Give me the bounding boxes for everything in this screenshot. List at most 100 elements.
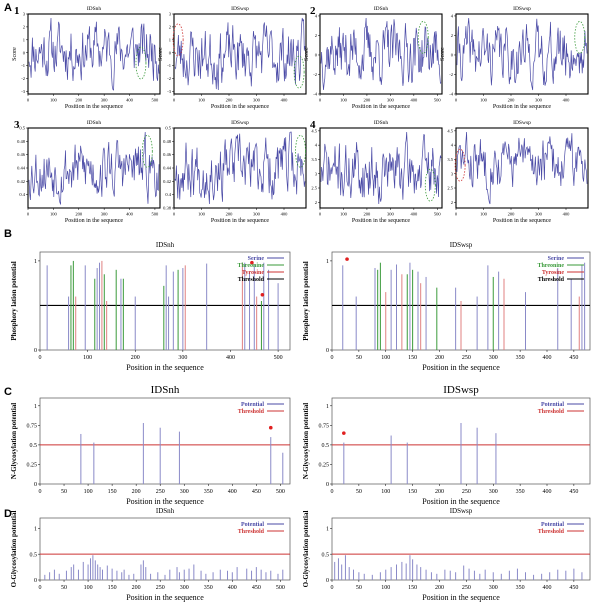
x-axis-label: Position in the sequence xyxy=(493,104,551,110)
highlight-ellipse xyxy=(293,55,305,89)
y-tick-label: 0 xyxy=(451,53,454,58)
panel-label-a: A xyxy=(4,2,12,14)
y-tick-label: 2.5 xyxy=(311,186,317,191)
chart-title: IDSnh xyxy=(156,241,175,249)
x-tick-label: 50 xyxy=(356,585,362,591)
x-tick-label: 350 xyxy=(516,489,525,495)
chart-title: IDSnh xyxy=(151,384,180,396)
chart-title: IDSwsp xyxy=(513,6,531,12)
chart-a3-idsnh: IDSnh 3 0.4 0.42 0.44 0.46 0.48 0.5 0 100 200 300 40… xyxy=(14,119,161,224)
y-tick-label: -2 xyxy=(167,76,171,81)
legend-label: Potential xyxy=(541,522,564,528)
x-axis-label: Position in the sequence xyxy=(211,218,269,224)
x-tick-label: 100 xyxy=(381,355,390,361)
legend-label: Threshold xyxy=(538,409,565,415)
x-tick-label: 500 xyxy=(276,489,285,495)
legend-label: Threonine xyxy=(237,263,264,269)
x-tick-label: 300 xyxy=(180,585,189,591)
chart-c-idswsp: IDSwsp 0 0.25 0.5 0.75 1 0 50 100 150 200 250 300 350… xyxy=(302,384,591,506)
x-tick-label: 150 xyxy=(408,489,417,495)
x-tick-label: 150 xyxy=(408,585,417,591)
subplot-number: 2 xyxy=(310,5,316,17)
y-tick-label: 3 xyxy=(23,12,26,17)
y-tick-label: -2 xyxy=(313,72,317,77)
legend-label: Serine xyxy=(248,256,265,262)
x-tick-label: 400 xyxy=(228,585,237,591)
site-marker xyxy=(268,425,273,430)
y-tick-label: 2 xyxy=(169,24,171,29)
x-axis-label: Position in the sequence xyxy=(211,104,269,110)
chart-d-idswsp: IDSwsp 0 0.5 1 0 50 100 150 200 250 300 350 400 450 Po… xyxy=(302,507,591,602)
x-tick-label: 250 xyxy=(156,585,165,591)
x-tick-label: 400 xyxy=(228,489,237,495)
x-tick-label: 200 xyxy=(435,585,444,591)
x-tick-label: 400 xyxy=(281,98,289,103)
site-marker xyxy=(250,260,254,265)
y-axis-label: Score xyxy=(440,47,446,61)
chart-a1-idswsp: IDSwsp -3 -2 -1 0 1 2 3 0 100 200 300 400 Position in… xyxy=(158,6,307,110)
x-axis-label: Position in the sequence xyxy=(352,104,410,110)
y-tick-label: 0.5 xyxy=(30,443,38,449)
y-tick-label: 1 xyxy=(23,37,25,42)
y-axis-label: N-Glycosylation potential xyxy=(302,403,310,479)
x-tick-label: 300 xyxy=(178,355,187,361)
x-tick-label: 0 xyxy=(39,489,42,495)
legend-label: Potential xyxy=(241,522,264,528)
y-tick-label: 1 xyxy=(326,404,329,410)
chart-b-idswsp: IDSwsp 0 1 0 50 100 150 200 250 300 350 400 450 Posit… xyxy=(302,241,591,372)
y-tick-label: 0.44 xyxy=(163,166,172,171)
chart-title: IDSwsp xyxy=(231,6,249,12)
x-tick-label: 500 xyxy=(152,98,160,103)
chart-title: IDSwsp xyxy=(231,120,249,126)
x-tick-label: 250 xyxy=(462,355,471,361)
panel-label-c: C xyxy=(4,386,12,398)
x-tick-label: 100 xyxy=(340,98,348,103)
x-tick-label: 400 xyxy=(410,98,418,103)
y-tick-label: 2 xyxy=(315,33,317,38)
y-axis-label: Score xyxy=(158,47,164,61)
plot-frame xyxy=(39,251,291,351)
y-tick-label: 4 xyxy=(451,143,454,148)
x-tick-label: 250 xyxy=(156,489,165,495)
legend-label: Tyrosine xyxy=(542,270,564,276)
x-tick-label: 100 xyxy=(198,212,206,217)
site-marker xyxy=(260,292,265,297)
legend-label: Serine xyxy=(548,256,565,262)
y-tick-label: -2 xyxy=(21,76,25,81)
x-tick-label: 400 xyxy=(563,212,571,217)
subplot-number: 4 xyxy=(310,119,316,131)
x-tick-label: 350 xyxy=(204,585,213,591)
y-tick-label: 4 xyxy=(451,14,454,19)
y-tick-label: -1 xyxy=(21,63,25,68)
y-axis-label: Score xyxy=(12,47,18,61)
y-tick-label: -3 xyxy=(21,89,25,94)
y-tick-label: -2 xyxy=(449,72,453,77)
x-tick-label: 300 xyxy=(253,212,261,217)
chart-title: IDSnh xyxy=(374,6,389,12)
subplot-number: 3 xyxy=(14,119,20,131)
x-tick-label: 400 xyxy=(126,98,134,103)
legend-label: Tyrosine xyxy=(242,270,264,276)
x-tick-label: 300 xyxy=(535,212,543,217)
y-tick-label: 0.75 xyxy=(27,423,38,429)
legend-label: Threonine xyxy=(537,263,564,269)
x-tick-label: 150 xyxy=(108,489,117,495)
chart-c-idsnh: IDSnh 0 0.25 0.5 0.75 1 0 50 100 150 200 250 300 350 4… xyxy=(10,384,291,506)
score-line xyxy=(174,17,306,91)
x-tick-label: 300 xyxy=(101,212,109,217)
y-tick-label: 3 xyxy=(169,12,172,17)
y-tick-label: 0.46 xyxy=(17,152,26,157)
legend-label: Threshold xyxy=(238,409,265,415)
score-line xyxy=(174,131,306,205)
x-tick-label: 100 xyxy=(84,489,93,495)
x-tick-label: 300 xyxy=(535,98,543,103)
y-tick-label: 0.5 xyxy=(30,552,38,558)
y-tick-label: 1 xyxy=(169,37,171,42)
x-tick-label: 0 xyxy=(27,98,30,103)
x-tick-label: 500 xyxy=(274,355,283,361)
x-axis-label: Position in the sequence xyxy=(493,218,551,224)
x-axis-label: Position in the sequence xyxy=(65,218,123,224)
x-tick-label: 400 xyxy=(563,98,571,103)
x-tick-label: 450 xyxy=(252,585,261,591)
